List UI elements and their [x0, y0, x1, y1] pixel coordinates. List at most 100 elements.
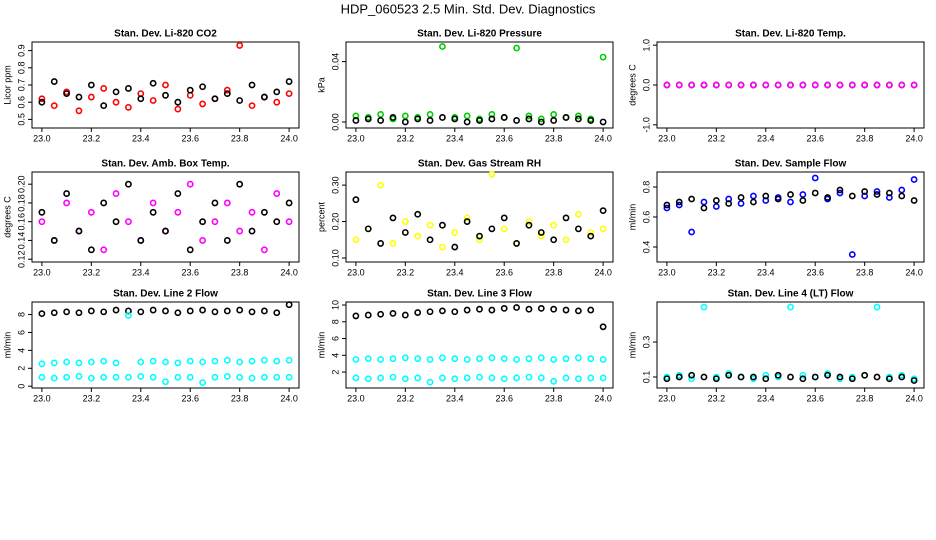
point: [811, 373, 819, 381]
point: [550, 356, 558, 363]
point: [910, 377, 918, 384]
point: [352, 374, 360, 382]
point: [836, 81, 844, 89]
point: [377, 310, 385, 318]
y-tick-label: 0.0: [641, 79, 651, 92]
x-tick-label: 23.2: [83, 267, 101, 277]
figure-title: HDP_060523 2.5 Min. Std. Dev. Diagnostic…: [341, 1, 596, 16]
x-tick-label: 23.8: [545, 133, 563, 143]
point: [799, 371, 807, 379]
point: [663, 375, 671, 383]
point: [500, 304, 508, 312]
point: [125, 373, 132, 381]
point: [537, 354, 545, 362]
point: [236, 97, 244, 104]
point: [725, 371, 733, 379]
point: [63, 358, 71, 366]
point: [587, 232, 595, 240]
x-tick-label: 23.0: [33, 267, 51, 277]
point: [63, 90, 71, 97]
point: [799, 81, 807, 89]
point: [63, 199, 71, 207]
point: [285, 218, 293, 226]
point: [149, 199, 157, 207]
point: [377, 117, 385, 124]
point: [550, 305, 558, 313]
point: [174, 359, 182, 367]
y-axis-label: degrees C: [627, 64, 637, 106]
point: [799, 197, 807, 204]
point: [574, 112, 582, 120]
point: [550, 236, 558, 244]
point: [389, 355, 397, 363]
point: [750, 192, 757, 200]
plot-frame: [345, 41, 614, 129]
point: [836, 189, 844, 197]
point: [162, 358, 169, 366]
point: [273, 357, 281, 365]
y-tick-label: 1.0: [641, 39, 651, 52]
point: [688, 371, 696, 379]
point: [401, 311, 409, 319]
point: [100, 308, 108, 316]
point: [885, 375, 893, 383]
x-tick-label: 23.6: [806, 393, 824, 403]
point: [750, 373, 757, 381]
point: [463, 218, 471, 225]
point: [162, 81, 169, 89]
x-tick-label: 24.0: [280, 393, 298, 403]
point: [824, 194, 831, 201]
point: [377, 356, 385, 363]
point: [199, 237, 206, 244]
panel: Stan. Dev. Li-820 Pressure kPa 23.0 23.2 23.…: [316, 29, 614, 143]
point: [414, 232, 422, 240]
point: [848, 192, 856, 200]
point: [513, 304, 520, 311]
point: [38, 218, 46, 226]
x-tick-label: 23.0: [33, 393, 51, 403]
x-tick-label: 23.6: [495, 267, 513, 277]
point: [236, 227, 244, 235]
point: [537, 229, 545, 236]
point: [737, 373, 745, 381]
point: [112, 88, 120, 96]
point: [663, 201, 671, 209]
point: [574, 225, 582, 233]
point: [787, 191, 794, 198]
plot-frame: [31, 41, 300, 129]
point: [364, 311, 372, 319]
point: [236, 180, 244, 188]
point: [750, 198, 757, 206]
point: [562, 355, 570, 363]
x-tick-label: 23.2: [397, 133, 415, 143]
point: [248, 208, 256, 216]
x-tick-label: 23.4: [757, 393, 775, 403]
point: [574, 210, 582, 218]
point: [500, 114, 508, 121]
point: [537, 304, 545, 312]
panel: Stan. Dev. Li-820 CO2 Licor ppm 23.0 23.2 23…: [2, 29, 300, 143]
point: [112, 306, 120, 314]
point: [712, 203, 720, 210]
point: [273, 218, 281, 226]
point: [38, 373, 46, 381]
point: [663, 204, 671, 212]
x-tick-label: 23.8: [545, 267, 563, 277]
point: [401, 112, 409, 120]
point: [389, 114, 397, 121]
point: [75, 227, 83, 235]
point: [562, 374, 570, 382]
panel-title: Stan. Dev. Li-820 Temp.: [735, 29, 846, 40]
point: [236, 373, 244, 381]
point: [377, 374, 385, 382]
x-tick-label: 23.2: [397, 393, 415, 403]
point: [537, 232, 545, 240]
point: [725, 200, 733, 207]
x-tick-label: 24.0: [905, 133, 923, 143]
point: [774, 195, 782, 203]
point: [352, 117, 360, 124]
point: [525, 355, 533, 363]
point: [513, 240, 520, 247]
point: [236, 306, 244, 314]
x-tick-label: 23.0: [347, 267, 365, 277]
